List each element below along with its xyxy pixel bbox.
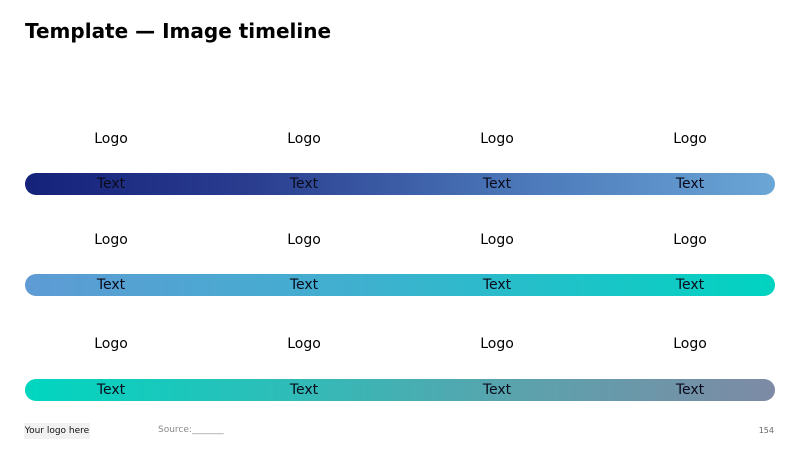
timeline-text: Text [96, 382, 126, 398]
timeline-text: Text [96, 176, 126, 192]
logo-placeholder: Logo [480, 232, 514, 248]
logo-row-2: Logo Logo Logo Logo [0, 231, 800, 249]
logo-placeholder: Logo [287, 336, 321, 352]
logo-placeholder: Logo [94, 232, 128, 248]
timeline-text: Text [289, 176, 319, 192]
timeline-bar-1: Text Text Text Text [25, 173, 775, 195]
timeline-text: Text [675, 176, 705, 192]
logo-row-1: Logo Logo Logo Logo [0, 130, 800, 148]
timeline-text: Text [482, 382, 512, 398]
logo-placeholder: Logo [480, 131, 514, 147]
timeline-text: Text [96, 277, 126, 293]
source-note: Source:_______ [158, 425, 224, 435]
page-title: Template — Image timeline [25, 19, 332, 43]
timeline-bar-3: Text Text Text Text [25, 379, 775, 401]
logo-placeholder: Logo [673, 131, 707, 147]
timeline-text: Text [482, 277, 512, 293]
logo-row-3: Logo Logo Logo Logo [0, 335, 800, 353]
logo-placeholder: Logo [673, 336, 707, 352]
timeline-text: Text [289, 277, 319, 293]
footer-logo-placeholder: Your logo here [24, 423, 90, 439]
logo-placeholder: Logo [94, 131, 128, 147]
timeline-text: Text [289, 382, 319, 398]
page-number: 154 [758, 426, 774, 435]
logo-placeholder: Logo [94, 336, 128, 352]
timeline-text: Text [675, 382, 705, 398]
logo-placeholder: Logo [673, 232, 707, 248]
logo-placeholder: Logo [480, 336, 514, 352]
timeline-bar-2: Text Text Text Text [25, 274, 775, 296]
timeline-text: Text [482, 176, 512, 192]
timeline-text: Text [675, 277, 705, 293]
logo-placeholder: Logo [287, 131, 321, 147]
logo-placeholder: Logo [287, 232, 321, 248]
